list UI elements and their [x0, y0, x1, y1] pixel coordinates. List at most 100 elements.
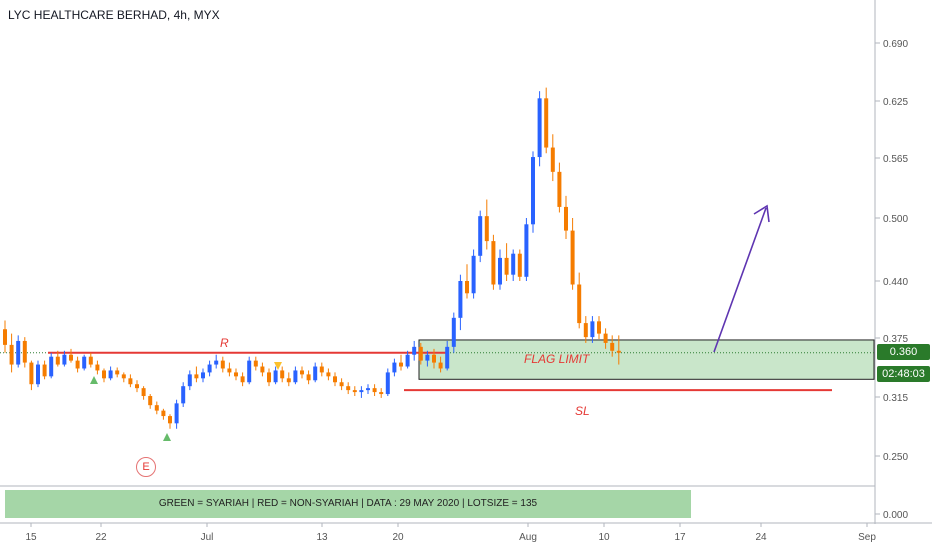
y-tick-label: 0.250: [883, 452, 908, 463]
candle-body: [550, 147, 555, 172]
candle-body: [577, 284, 582, 324]
candle-body: [128, 378, 133, 385]
candle-body: [300, 370, 304, 375]
candle-body: [346, 386, 351, 391]
candle-body: [451, 317, 456, 347]
x-tick-label: 17: [674, 532, 686, 543]
candle-body: [603, 333, 608, 343]
candle-body: [583, 323, 588, 338]
candle-body: [425, 354, 430, 361]
y-tick-label: 0.500: [883, 214, 908, 225]
y-tick-label: 0.440: [883, 277, 908, 288]
candle-body: [445, 346, 450, 369]
candle-body: [141, 388, 146, 397]
projection-arrowhead: [753, 204, 770, 223]
candle-body: [168, 416, 172, 424]
candle-body: [194, 374, 199, 379]
event-marker[interactable]: E: [136, 457, 156, 477]
candle-body: [333, 376, 337, 383]
x-tick-label: 20: [392, 532, 404, 543]
x-tick-label: Aug: [519, 532, 537, 543]
candle-body: [544, 98, 549, 148]
candle-body: [22, 340, 27, 363]
candle-body: [557, 171, 562, 207]
candle-body: [366, 388, 370, 391]
candle-body: [491, 241, 496, 285]
resistance-label: R: [220, 336, 229, 350]
candle-body: [537, 98, 542, 158]
candle-body: [465, 281, 469, 294]
candle-body: [148, 396, 153, 406]
sell-signal-triangle: [274, 362, 282, 370]
candle-body: [36, 364, 40, 385]
candle-body: [108, 370, 113, 379]
candle-body: [9, 344, 14, 365]
x-tick-label: 24: [755, 532, 767, 543]
candle-body: [201, 372, 205, 379]
candle-body: [102, 370, 106, 379]
y-tick-label: 0.565: [883, 154, 908, 165]
candle-body: [372, 388, 377, 393]
candle-body: [260, 366, 265, 373]
candle-body: [286, 378, 291, 383]
candle-body: [161, 410, 166, 417]
y-tick-label: 0.000: [883, 510, 908, 521]
candle-body: [306, 374, 311, 381]
candle-body: [247, 360, 252, 383]
candle-body: [531, 157, 535, 225]
candle-body: [16, 340, 21, 365]
x-tick-label: 22: [95, 532, 107, 543]
candle-body: [154, 405, 159, 411]
candle-body: [253, 360, 258, 367]
x-tick-label: 15: [25, 532, 37, 543]
candle-body: [359, 390, 364, 393]
candle-body: [597, 321, 601, 334]
flag-limit-label: FLAG LIMIT: [524, 352, 590, 366]
stop-loss-label: SL: [575, 404, 590, 418]
candle-body: [405, 354, 410, 367]
candle-body: [524, 224, 529, 277]
candle-body: [379, 392, 384, 395]
buy-signal-triangle: [90, 376, 98, 384]
candle-body: [313, 366, 318, 381]
candle-body: [273, 370, 278, 383]
candle-body: [319, 366, 324, 373]
candle-body: [121, 374, 126, 379]
flag-zone: [418, 339, 875, 380]
candle-body: [498, 257, 502, 285]
last-price-tag: 0.360: [877, 344, 930, 360]
projection-arrow: [713, 207, 767, 353]
candle-body: [42, 364, 47, 377]
candle-body: [432, 354, 436, 363]
candle-body: [504, 257, 509, 275]
candle-body: [564, 206, 568, 231]
candle-body: [293, 370, 298, 383]
candle-body: [484, 216, 489, 242]
buy-signal-triangle: [163, 433, 171, 441]
candle-body: [399, 362, 403, 367]
candle-body: [438, 362, 443, 369]
candle-body: [458, 281, 463, 318]
candle-body: [517, 253, 522, 277]
y-tick-label: 0.690: [883, 39, 908, 50]
y-tick-label: 0.375: [883, 334, 908, 345]
candle-body: [3, 329, 7, 345]
chart-title: LYC HEALTHCARE BERHAD, 4h, MYX: [8, 8, 220, 22]
candle-body: [29, 362, 34, 385]
candle-body: [570, 230, 575, 285]
x-tick-label: 13: [316, 532, 328, 543]
candle-body: [280, 370, 285, 379]
candle-body: [115, 370, 120, 375]
candle-body: [267, 372, 271, 383]
x-tick-label: Jul: [201, 532, 214, 543]
candle-body: [392, 362, 397, 373]
candle-body: [240, 376, 245, 383]
candle-body: [412, 346, 417, 355]
y-tick-label: 0.315: [883, 393, 908, 404]
candle-body: [187, 374, 192, 387]
candle-body: [385, 372, 390, 395]
candle-body: [220, 360, 225, 369]
candle-body: [207, 364, 212, 373]
price-axis-panel: [875, 0, 932, 524]
